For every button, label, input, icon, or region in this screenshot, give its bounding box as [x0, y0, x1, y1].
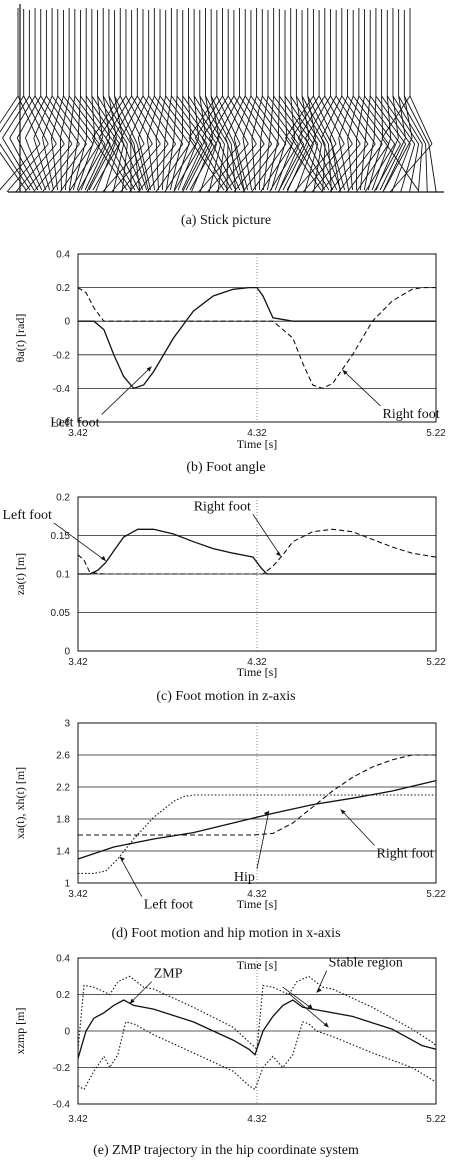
chart-c-ylabel: za(t) [m] — [13, 553, 27, 595]
chart-b-xtick-label: 5.22 — [426, 428, 446, 439]
chart-e-annotation-arrowhead — [129, 998, 135, 1004]
chart-b-annotation-label: Left foot — [50, 416, 99, 431]
chart-b-annotation-arrowhead — [146, 366, 152, 372]
chart-d-annotation-leader — [256, 810, 270, 870]
chart-b-xtick-label: 4.32 — [247, 428, 267, 439]
zmp-trajectory-chart: -0.4 -0.2 0 0.2 0.4 3.42 4.32 5.22 Time [s] xzmp … — [13, 954, 446, 1126]
chart-e-annotation-arrowhead — [323, 1022, 329, 1028]
chart-e-xtick-label: 4.32 — [247, 1114, 267, 1125]
chart-d-ytick-label: 1 — [64, 879, 70, 890]
chart-b-ytick-label: 0 — [64, 317, 70, 328]
chart-b-annotation-leader — [101, 366, 152, 415]
chart-d-series-right-foot — [78, 754, 436, 836]
chart-d-series-left-foot — [78, 794, 436, 874]
chart-e-xlabel: Time [s] — [237, 958, 278, 972]
chart-b-ytick-label: -0.2 — [53, 350, 71, 361]
chart-e-ylabel: xzmp [m] — [13, 1008, 27, 1055]
chart-d-ytick-label: 2.6 — [56, 751, 70, 762]
chart-c-annotation-label: Right foot — [194, 499, 251, 514]
chart-d-ytick-label: 1.4 — [56, 847, 70, 858]
foot-z-motion-chart: 0 0.05 0.1 0.15 0.2 3.42 4.32 5.22 Time [s] za(t)… — [2, 493, 446, 680]
chart-b-ytick-label: 0.4 — [56, 250, 70, 261]
chart-c-ytick-label: 0.15 — [51, 531, 71, 542]
chart-d-xtick-label: 4.32 — [247, 889, 267, 900]
stick-picture — [0, 4, 444, 193]
chart-d-ytick-label: 2.2 — [56, 783, 70, 794]
chart-e-annotation-label: ZMP — [154, 967, 183, 982]
chart-b-xlabel: Time [s] — [237, 437, 278, 451]
chart-e-xtick-label: 5.22 — [426, 1114, 446, 1125]
chart-e-ytick-label: 0.4 — [56, 954, 70, 965]
chart-c-xtick-label: 3.42 — [68, 657, 88, 668]
chart-c-xlabel: Time [s] — [237, 665, 278, 679]
foot-angle-chart: -0.6 -0.4 -0.2 0 0.2 0.4 3.42 4.32 5.22 Time [s] θ… — [13, 250, 446, 452]
chart-e-ytick-label: 0.2 — [56, 990, 70, 1001]
chart-b-series-left-foot — [78, 286, 436, 390]
chart-d-xtick-label: 5.22 — [426, 889, 446, 900]
chart-c-ytick-label: 0.1 — [56, 570, 70, 581]
chart-b-ylabel: θa(t) [rad] — [13, 314, 27, 363]
chart-d-annotation-arrowhead — [340, 809, 346, 815]
chart-d-ylabel: xa(t), xh(t) [m] — [13, 767, 27, 839]
caption-a: (a) Stick picture — [180, 213, 272, 228]
chart-e-annotation-arrowhead — [307, 1004, 313, 1010]
chart-e-annotation-leader — [129, 981, 152, 1004]
chart-d-annotation-leader — [340, 809, 375, 846]
chart-d-ytick-label: 1.8 — [56, 815, 70, 826]
chart-b-annotation-arrowhead — [342, 369, 348, 375]
chart-d-annotation-label: Left foot — [144, 898, 193, 911]
chart-c-annotation-label: Left foot — [2, 508, 51, 523]
chart-e-series-stable-region-lower — [77, 1021, 437, 1091]
chart-d-annotation-arrowhead — [119, 856, 125, 862]
chart-e-annotation-arrowhead — [316, 987, 322, 993]
chart-e-ytick-label: 0 — [64, 1027, 70, 1038]
chart-b-ytick-label: 0.2 — [56, 283, 70, 294]
chart-b-series-right-foot — [77, 287, 436, 389]
chart-e-annotation-leader — [288, 993, 329, 1028]
chart-c-annotation-arrowhead — [275, 551, 281, 557]
chart-c-xtick-label: 5.22 — [426, 657, 446, 668]
chart-b-xtick-label: 3.42 — [68, 428, 88, 439]
chart-c-annotation-leader — [252, 514, 282, 557]
caption-e: (e) ZMP trajectory in the hip coordinate… — [93, 1143, 359, 1158]
chart-d-annotation-leader — [119, 856, 143, 897]
chart-e-annotation-label: Stable region — [329, 956, 403, 971]
chart-b-annotation-label: Right foot — [383, 407, 440, 422]
chart-b-ytick-label: -0.6 — [53, 418, 71, 429]
chart-d-xtick-label: 3.42 — [68, 889, 88, 900]
caption-d: (d) Foot motion and hip motion in x-axis — [111, 926, 341, 941]
chart-b-ytick-label: -0.4 — [53, 384, 71, 395]
chart-b-annotation-leader — [342, 369, 381, 407]
chart-d-annotation-arrowhead — [263, 811, 269, 816]
chart-e-ytick-label: -0.4 — [53, 1100, 71, 1111]
chart-d-annotation-label: Right foot — [377, 846, 434, 861]
foot-hip-x-motion-chart: 1 1.4 1.8 2.2 2.6 3 3.42 4.32 5.22 Time [s] xa(t),… — [13, 719, 446, 912]
chart-e-ytick-label: -0.2 — [53, 1063, 71, 1074]
chart-c-annotation-arrowhead — [100, 555, 106, 561]
chart-c-ytick-label: 0 — [64, 647, 70, 658]
chart-c-annotation-leader — [53, 522, 107, 562]
chart-c-ytick-label: 0.05 — [51, 608, 71, 619]
caption-b: (b) Foot angle — [186, 460, 266, 475]
chart-e-series-stable-region-upper — [77, 975, 437, 1051]
chart-d-xlabel: Time [s] — [237, 897, 278, 911]
chart-d-annotation-label: Hip — [234, 870, 255, 885]
chart-c-series-right-foot — [77, 528, 437, 575]
chart-c-series-left-foot — [78, 528, 436, 575]
chart-d-ytick-label: 3 — [64, 719, 70, 730]
chart-c-ytick-label: 0.2 — [56, 493, 70, 504]
chart-c-xtick-label: 4.32 — [247, 657, 267, 668]
caption-c: (c) Foot motion in z-axis — [156, 689, 296, 704]
chart-e-series-zmp — [77, 999, 437, 1059]
stick-figure-lines — [0, 8, 437, 193]
chart-e-annotation-leader — [282, 986, 313, 1010]
chart-e-xtick-label: 3.42 — [68, 1114, 88, 1125]
